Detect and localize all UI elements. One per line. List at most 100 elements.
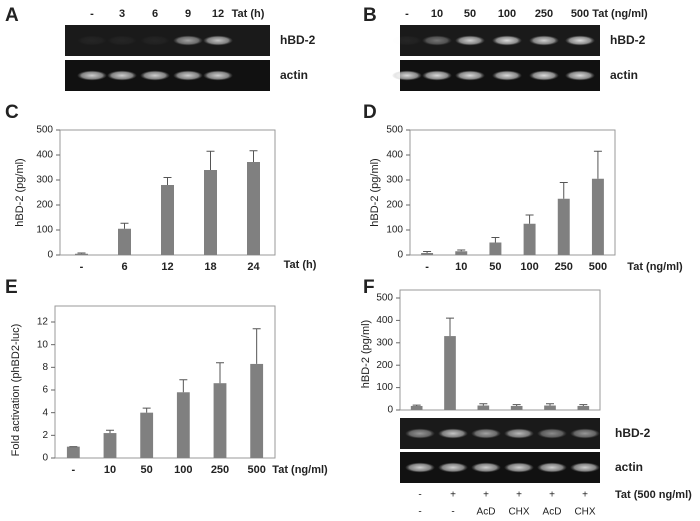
y-tick-label: 200 [376,360,393,371]
gel-band [140,35,170,46]
y-tick-label: 0 [397,250,403,261]
condition-label: AcD [477,507,496,518]
gel-band [203,35,233,46]
lane-label: 12 [212,8,224,20]
error-bar [579,404,588,406]
error-bar [446,317,454,337]
gel-band [529,35,559,46]
y-tick-label: 500 [376,293,393,304]
gel-band [504,428,534,439]
bar [140,412,154,458]
error-bar [249,150,258,162]
error-bar [206,150,215,170]
condition-name: Tat (500 ng/ml) [615,489,692,501]
lane-label: 3 [119,8,125,20]
y-tick-label: 300 [36,175,53,186]
x-tick-label: 10 [455,261,467,273]
gel-band [173,35,203,46]
gel-band [422,70,452,81]
y-tick-label: 0 [387,405,393,416]
x-tick-label: 500 [247,464,265,476]
error-bar [423,251,432,253]
gel-row-label: hBD-2 [280,33,316,47]
x-axis-label: Tat (h) [284,259,317,271]
gel-band [392,70,422,81]
error-bar [252,328,261,364]
y-tick-label: 100 [386,225,403,236]
bar [455,251,468,255]
y-tick-label: 300 [386,175,403,186]
x-tick-label: 250 [555,261,573,273]
y-axis-label: hBD-2 (pg/ml) [369,158,381,226]
error-bar [163,177,172,185]
x-tick-label: 100 [520,261,538,273]
bar [103,433,117,458]
plot-frame [54,305,276,459]
error-bar [593,150,602,179]
y-tick-label: 2 [42,430,48,441]
x-tick-label: - [80,261,84,273]
bar [176,392,190,458]
gel-band [77,35,107,46]
error-bar [120,222,129,229]
gel-band [565,70,595,81]
bar [410,405,423,410]
condition-label: + [582,490,588,501]
error-bar [525,214,534,224]
gel-band [529,70,559,81]
panel-letter: C [5,102,19,123]
condition-label: + [516,490,522,501]
gel-row-label: actin [610,68,638,82]
lane-label: 100 [498,8,516,20]
gel-band [107,35,137,46]
x-tick-label: 50 [141,464,153,476]
gel-row-label: hBD-2 [610,33,646,47]
y-tick-label: 200 [386,200,403,211]
gel-band [537,462,567,473]
error-bar [412,404,421,406]
bar [250,363,264,458]
x-tick-label: 24 [247,261,260,273]
gel-band [405,462,435,473]
condition-label: + [483,490,489,501]
bar [477,405,490,410]
bar [75,253,88,255]
panel-letter: F [363,277,375,298]
gel-band [570,428,600,439]
bar [510,405,523,410]
gel-band [405,428,435,439]
lane-label: 50 [464,8,476,20]
x-tick-label: 10 [104,464,116,476]
y-tick-label: 0 [47,250,53,261]
panel-letter: D [363,102,377,123]
condition-label: CHX [508,507,529,518]
gel-row-label: hBD-2 [615,426,651,440]
gel-band [173,70,203,81]
error-bar [106,429,114,434]
gel-band [455,70,485,81]
error-bar [479,403,488,406]
bar [444,336,456,410]
bar [577,405,590,410]
x-tick-label: - [425,261,429,273]
y-axis-label: hBD-2 (pg/ml) [360,320,372,388]
gel-band [203,70,233,81]
lane-label: 6 [152,8,158,20]
y-tick-label: 100 [376,382,393,393]
y-tick-label: 300 [376,337,393,348]
bar [213,383,227,458]
gel-row-label: actin [615,460,643,474]
bar [557,198,570,255]
panel-letter: E [5,277,18,298]
panel-letter: B [363,5,377,26]
x-tick-label: 12 [161,261,173,273]
error-bar [491,237,500,243]
lane-unit: Tat (h) [232,8,265,20]
y-tick-label: 500 [386,125,403,136]
y-tick-label: 400 [376,315,393,326]
y-tick-label: 400 [386,150,403,161]
gel-band [537,428,567,439]
plot-frame [409,129,616,256]
x-tick-label: 100 [174,464,192,476]
y-axis-label: hBD-2 (pg/ml) [14,158,26,226]
